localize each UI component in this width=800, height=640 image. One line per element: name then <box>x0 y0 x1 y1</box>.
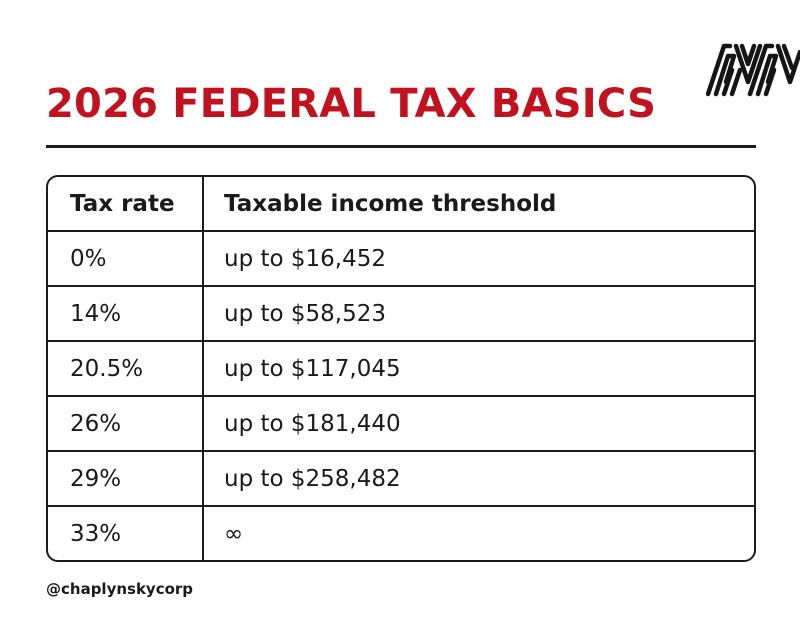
header-income-threshold: Taxable income threshold <box>224 190 557 217</box>
threshold-cell: up to $258,482 <box>224 465 401 492</box>
tax-rate-cell: 14% <box>48 287 204 340</box>
table-row: 29% up to $258,482 <box>48 452 754 507</box>
page-title: 2026 FEDERAL TAX BASICS <box>46 81 657 127</box>
brand-logo-icon <box>705 43 800 97</box>
table-row: 0% up to $16,452 <box>48 232 754 287</box>
tax-rate-cell: 29% <box>48 452 204 505</box>
table-row: 14% up to $58,523 <box>48 287 754 342</box>
tax-rate-cell: 33% <box>48 507 204 560</box>
tax-rate-cell: 20.5% <box>48 342 204 395</box>
table-row: 26% up to $181,440 <box>48 397 754 452</box>
tax-rate-table: Tax rate Taxable income threshold 0% up … <box>46 175 756 562</box>
tax-rate-cell: 26% <box>48 397 204 450</box>
table-row: 20.5% up to $117,045 <box>48 342 754 397</box>
brand-logo <box>705 42 800 98</box>
tax-rate-cell: 0% <box>48 232 204 285</box>
threshold-cell: up to $58,523 <box>224 300 386 327</box>
social-handle: @chaplynskycorp <box>46 580 194 598</box>
threshold-cell: ∞ <box>224 520 244 547</box>
threshold-cell: up to $117,045 <box>224 355 401 382</box>
threshold-cell: up to $181,440 <box>224 410 401 437</box>
threshold-cell: up to $16,452 <box>224 245 386 272</box>
table-header-row: Tax rate Taxable income threshold <box>48 177 754 232</box>
table-row: 33% ∞ <box>48 507 754 560</box>
title-divider <box>46 145 756 148</box>
header-tax-rate: Tax rate <box>48 177 204 230</box>
